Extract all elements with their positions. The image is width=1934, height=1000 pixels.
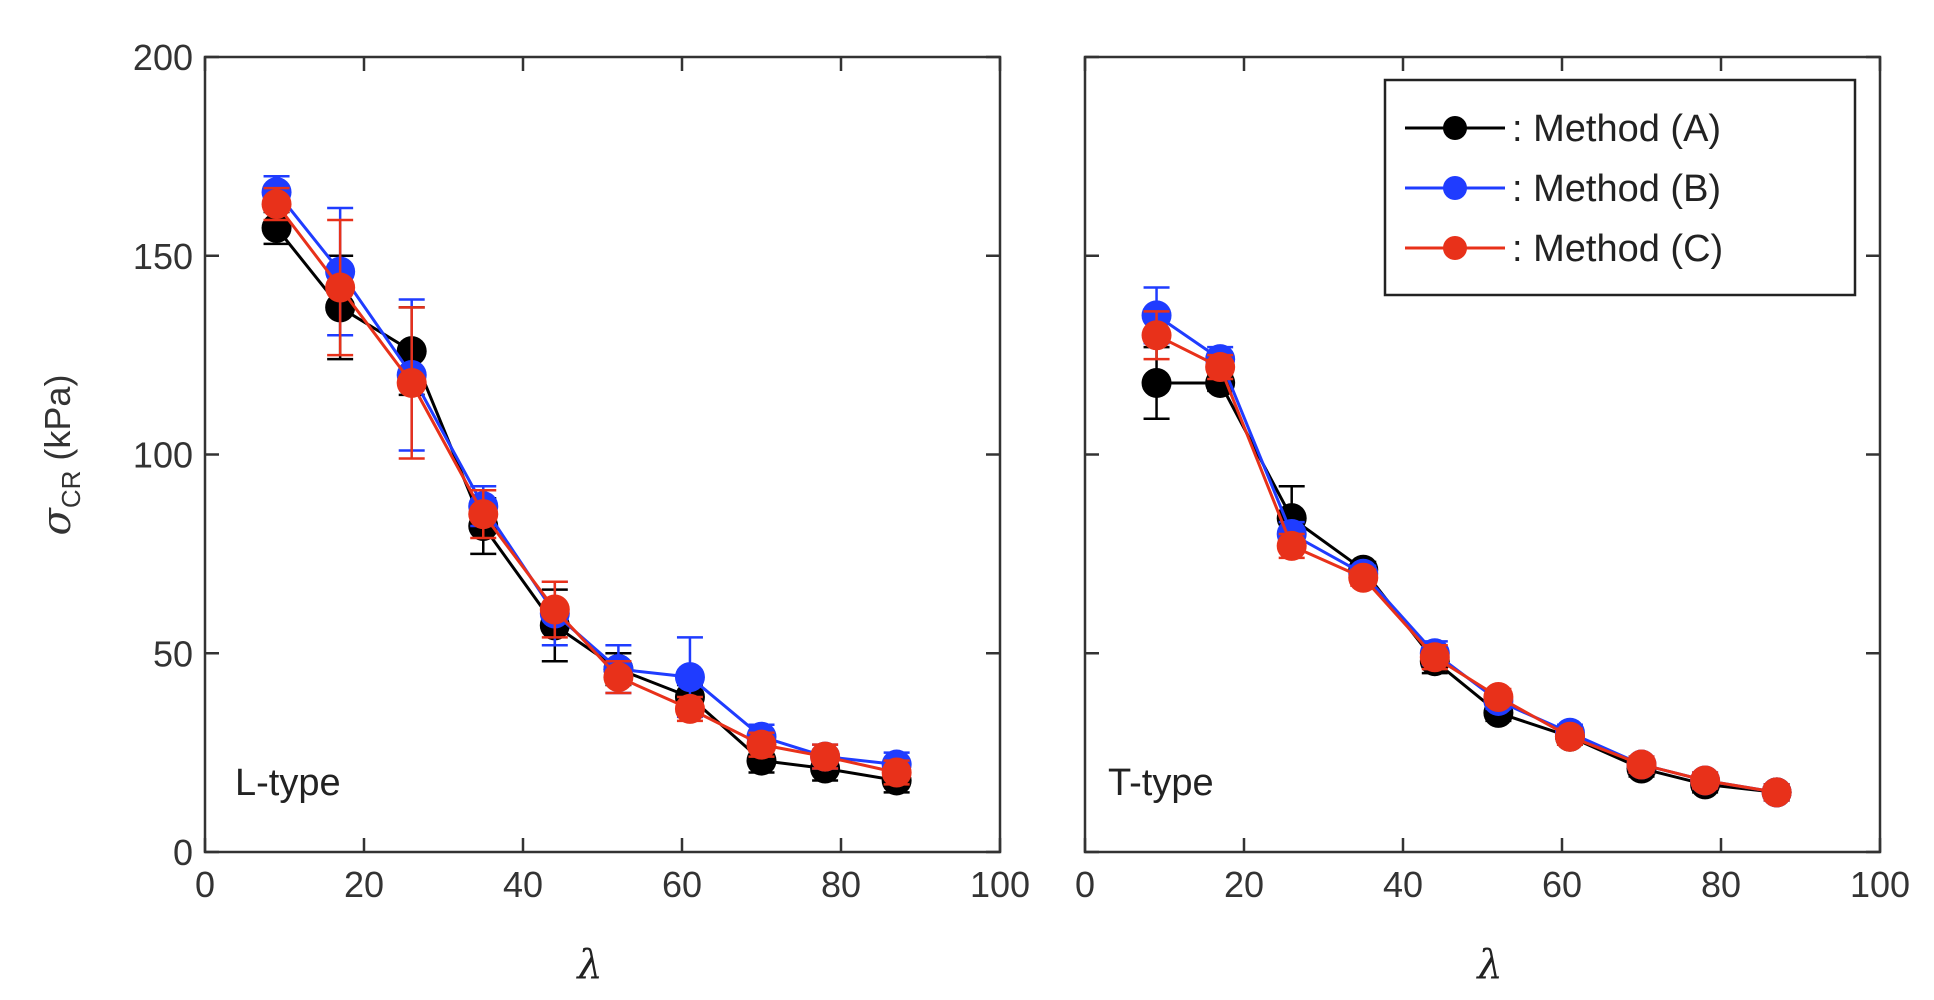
y-axis-unit: (kPa) <box>37 375 78 461</box>
panel-l-type: 0 20 40 60 80 100 0 50 100 150 200 L-type λ σCR (kP… <box>34 37 1030 988</box>
legend-label: : Method (B) <box>1512 168 1721 210</box>
plot-frame <box>203 55 1002 854</box>
legend-label: : Method (C) <box>1512 228 1723 270</box>
data-point <box>1419 642 1450 673</box>
legend-marker <box>1443 116 1467 140</box>
data-point <box>1141 320 1172 351</box>
y-tick-label: 150 <box>133 236 193 277</box>
data-point <box>1554 721 1585 752</box>
series-line <box>275 226 897 782</box>
x-tick-label: 100 <box>970 864 1030 905</box>
x-tick-label: 60 <box>1542 864 1582 905</box>
x-tick-label: 100 <box>1850 864 1910 905</box>
x-tick-label: 20 <box>344 864 384 905</box>
panel-t-type: 0 20 40 60 80 100 T-type λ : Method (A) : Met… <box>1075 55 1910 988</box>
y-tick-label: 100 <box>133 435 193 476</box>
data-point <box>1483 681 1514 712</box>
y-axis-title: σCR (kPa) <box>34 375 86 536</box>
data-point <box>1141 367 1172 398</box>
data-point <box>1348 562 1379 593</box>
x-axis-title: λ <box>1475 942 1502 988</box>
legend-label: : Method (A) <box>1512 108 1721 150</box>
series-method-c <box>261 186 912 788</box>
y-tick-label: 200 <box>133 37 193 78</box>
data-point <box>1205 352 1236 383</box>
axis-ticks: 0 20 40 60 80 100 0 50 100 150 200 <box>133 37 1030 905</box>
data-point <box>674 662 705 693</box>
x-tick-label: 0 <box>1075 864 1095 905</box>
data-point <box>539 594 570 625</box>
panel-label: T-type <box>1108 762 1214 804</box>
series-layer <box>1141 286 1792 808</box>
data-point <box>746 729 777 760</box>
data-point <box>674 693 705 724</box>
series-line <box>1155 314 1777 794</box>
panel-label: L-type <box>235 762 341 804</box>
y-axis-symbol: σ <box>34 506 80 535</box>
y-tick-label: 50 <box>153 633 193 674</box>
legend-entry-b: : Method (B) <box>1405 168 1721 210</box>
data-point <box>468 499 499 530</box>
x-axis-title: λ <box>575 942 602 988</box>
legend-entry-a: : Method (A) <box>1405 108 1721 150</box>
data-point <box>603 662 634 693</box>
series-method-c <box>1141 310 1792 808</box>
data-point <box>810 741 841 772</box>
legend-marker <box>1443 176 1467 200</box>
data-point <box>1761 777 1792 808</box>
series-line <box>275 203 897 774</box>
data-point <box>396 367 427 398</box>
x-tick-label: 40 <box>503 864 543 905</box>
data-point <box>1626 749 1657 780</box>
x-tick-label: 80 <box>821 864 861 905</box>
x-tick-label: 40 <box>1383 864 1423 905</box>
legend: : Method (A) : Method (B) : Method (C) <box>1383 78 1857 297</box>
series-layer <box>261 175 912 796</box>
data-point <box>1690 765 1721 796</box>
legend-marker <box>1443 236 1467 260</box>
x-tick-label: 20 <box>1224 864 1264 905</box>
x-tick-label: 60 <box>662 864 702 905</box>
series-line <box>275 191 897 766</box>
data-point <box>881 757 912 788</box>
axis-ticks: 0 20 40 60 80 100 <box>1075 55 1910 905</box>
series-method-b <box>1141 286 1792 808</box>
y-tick-label: 0 <box>173 832 193 873</box>
data-point <box>325 272 356 303</box>
series-method-b <box>261 175 912 780</box>
y-axis-subscript: CR <box>56 471 86 509</box>
data-point <box>261 189 292 220</box>
svg-text:σCR(kPa): σCR (kPa) <box>34 375 86 536</box>
legend-entry-c: : Method (C) <box>1405 228 1723 270</box>
data-point <box>1276 530 1307 561</box>
x-tick-label: 0 <box>195 864 215 905</box>
x-tick-label: 80 <box>1701 864 1741 905</box>
series-line <box>1156 381 1777 794</box>
series-line <box>1155 333 1777 794</box>
